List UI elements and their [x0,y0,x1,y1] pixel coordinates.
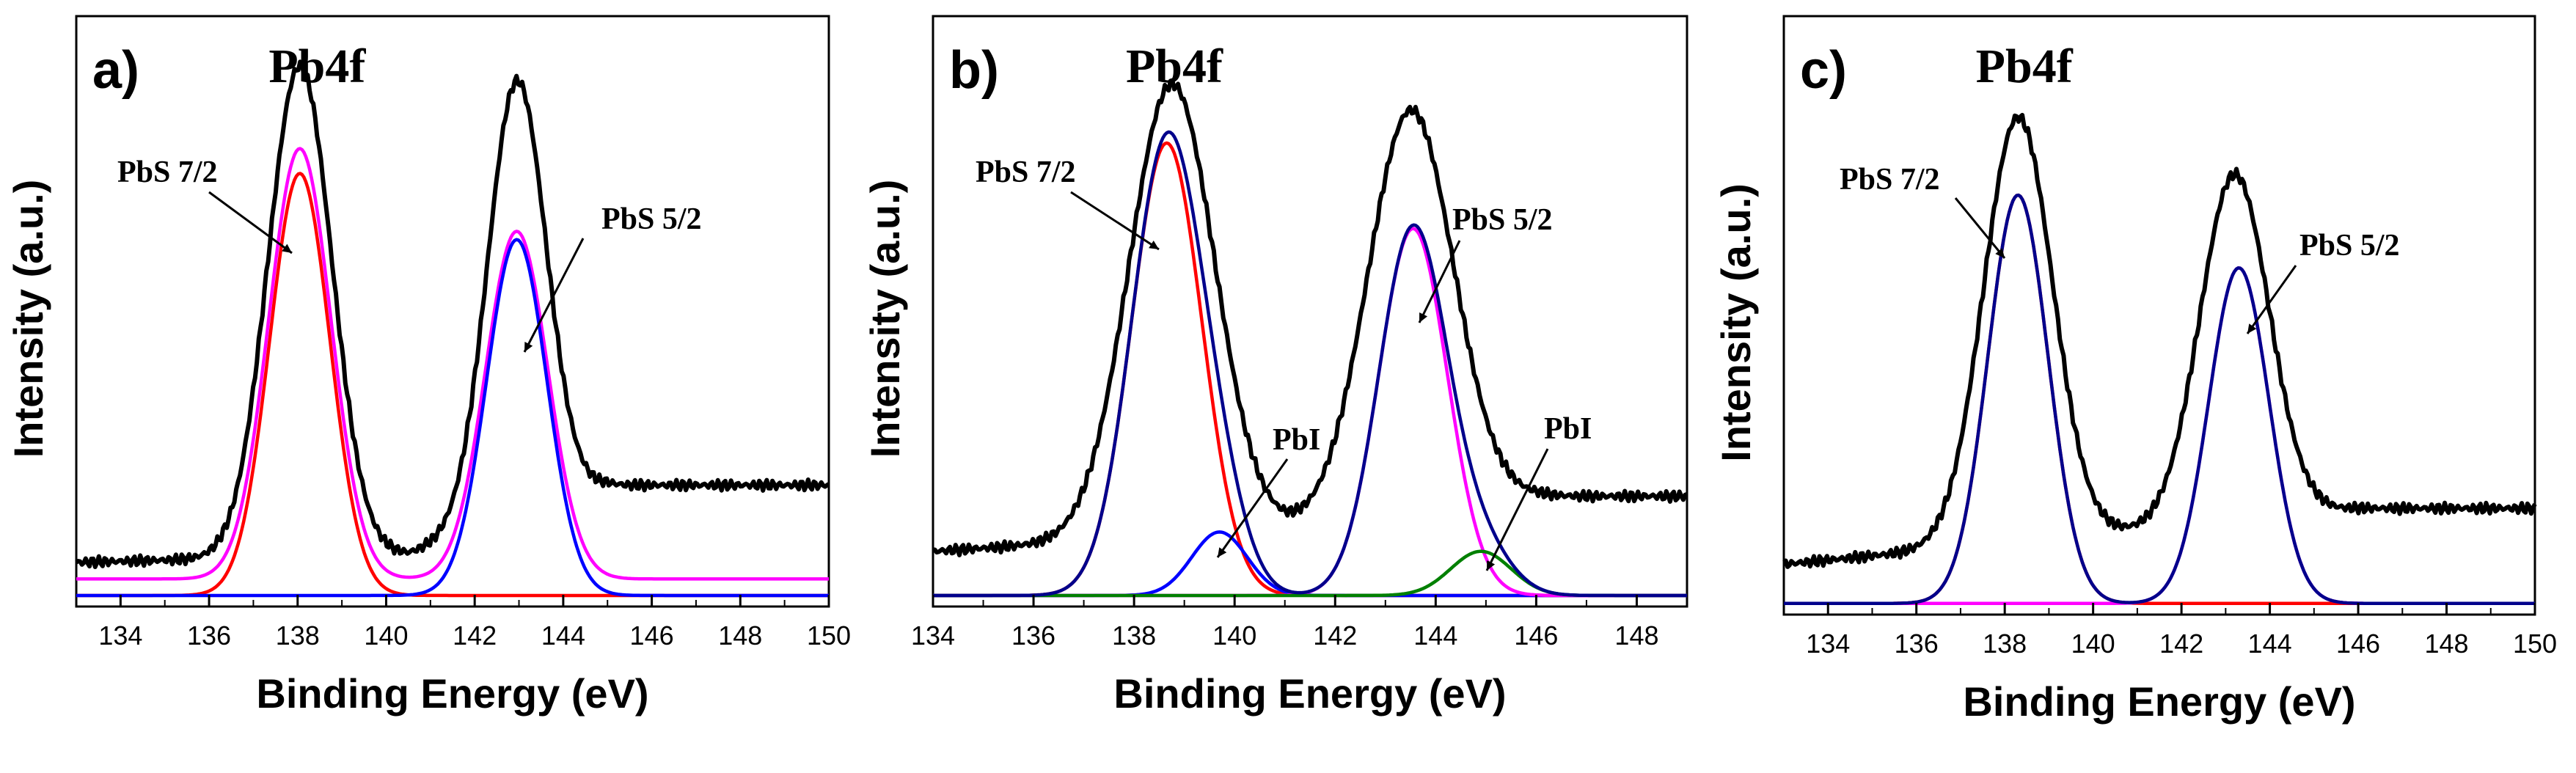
panel-label: a) [92,41,139,100]
x-tick-label: 136 [1895,629,1939,659]
annotation-label: PbS 7/2 [117,155,218,189]
panel-1: 134 136 138 140 142 144 146 148 150 Binding Energ… [5,15,851,717]
x-tick-label: 140 [1212,620,1256,651]
annotation-label: PbI [1273,423,1320,457]
annotation-label: PbS 5/2 [601,202,702,236]
annotation-arrowhead [2247,323,2257,334]
x-tick-label: 134 [911,620,955,651]
x-tick-label: 144 [1413,620,1457,651]
plot-frame [75,15,830,608]
x-tick-label: 140 [364,620,408,651]
annotation-arrow [1070,191,1160,251]
x-tick-label: 134 [1806,629,1850,659]
y-axis-label: Intensity (a.u.) [1713,183,1759,462]
panel-3: 134 136 138 140 142 144 146 148 150 Binding Energ… [1713,15,2557,725]
annotation-arrow [208,191,293,254]
series-line-raw-1 [1782,112,2537,569]
x-axis-label: Binding Energy (eV) [1963,678,2355,725]
annotation-arrowhead [524,342,533,352]
x-tick-label: 148 [1614,620,1658,651]
x-tick-label: 146 [630,620,674,651]
annotation-arrowhead [1149,241,1159,249]
series-line-raw-1 [75,59,830,569]
chart-title: Pb4f [1126,40,1223,93]
x-tick-label: 146 [2336,629,2380,659]
x-axis-label: Binding Energy (eV) [1113,670,1506,717]
x-tick-label: 142 [453,620,497,651]
x-axis-label: Binding Energy (eV) [256,670,648,717]
x-tick-label: 134 [98,620,142,651]
x-tick-label: 148 [2424,629,2468,659]
chart-title: Pb4f [268,40,366,93]
series-line-component-3 [76,172,829,598]
y-axis-label: Intensity (a.u.) [862,180,908,458]
x-tick-label: 142 [1313,620,1357,651]
series-line-component-2 [1784,193,2535,605]
x-tick-label: 144 [541,620,585,651]
x-tick-label: 138 [1983,629,2027,659]
x-tick-label: 138 [1112,620,1156,651]
annotation-label: PbS 5/2 [1452,203,1553,237]
x-tick-label: 136 [187,620,231,651]
annotation-arrowhead [1218,547,1227,557]
panel-2: 134 136 138 140 142 144 146 148 Binding Energy (… [862,15,1688,717]
x-tick-label: 136 [1011,620,1055,651]
x-tick-label: 146 [1514,620,1558,651]
annotation-arrowhead [1487,560,1496,571]
annotation-arrow [1216,458,1289,558]
series-line-envelope-2 [76,147,829,581]
x-tick-label: 148 [718,620,762,651]
annotation-label: PbS 7/2 [976,155,1076,189]
annotation-arrow [2246,265,2297,334]
annotation-arrow [1954,197,2006,259]
series-line-envelope-4 [1784,193,2535,605]
x-tick-label: 150 [2513,629,2557,659]
series-line-raw-1 [932,78,1688,557]
annotation-arrowhead [282,243,292,253]
x-tick-label: 144 [2248,629,2292,659]
series-line-component-4 [76,238,829,598]
series-line-component-2 [933,141,1687,598]
series-line-component-3 [933,530,1687,598]
x-tick-label: 140 [2071,629,2115,659]
panel-label: b) [949,41,999,100]
x-tick-label: 142 [2159,629,2203,659]
annotation-label: PbI [1544,412,1592,446]
plot-frame [932,15,1688,608]
series-line-component-5 [933,549,1687,598]
annotation-label: PbS 5/2 [2299,229,2400,263]
annotation-label: PbS 7/2 [1840,163,1940,197]
annotation-arrowhead [1419,312,1428,323]
series-line-envelope-6 [933,130,1687,598]
annotation-arrow [1485,448,1549,571]
panel-label: c) [1800,41,1847,100]
plot-frame [1782,15,2536,616]
annotation-arrowhead [1995,248,2005,258]
annotation-arrow [523,238,585,353]
x-tick-label: 138 [276,620,320,651]
y-axis-label: Intensity (a.u.) [5,180,51,458]
x-tick-label: 150 [807,620,851,651]
chart-title: Pb4f [1976,40,2074,93]
annotation-arrow [1418,240,1461,323]
